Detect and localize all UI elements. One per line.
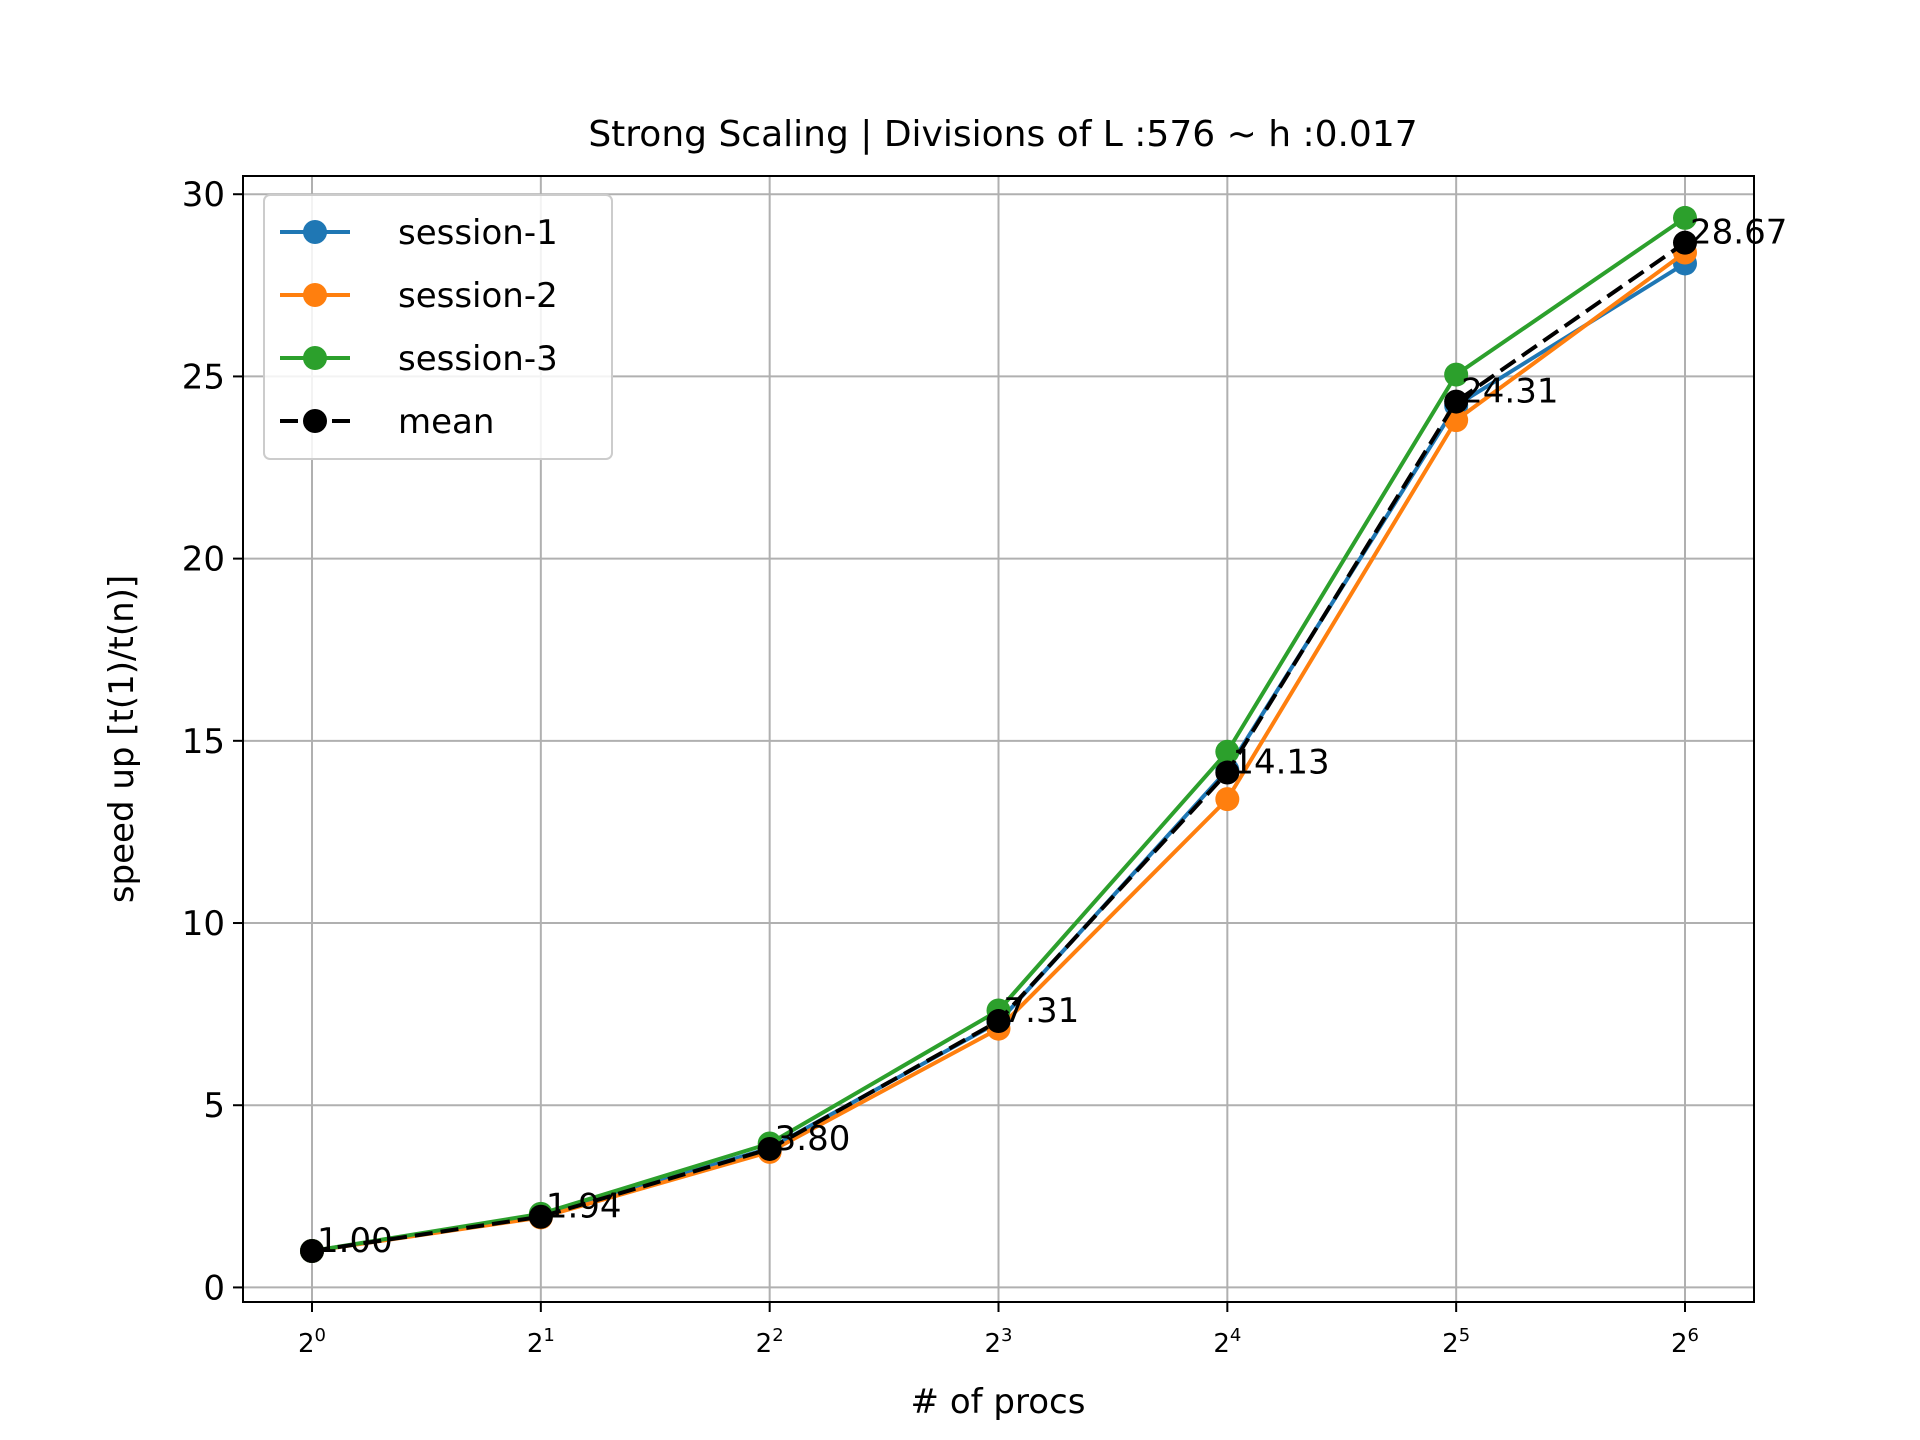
x-tick-label-base: 2	[1671, 1329, 1688, 1359]
x-tick-label-exponent: 2	[772, 1325, 783, 1346]
x-tick-label-base: 2	[527, 1329, 544, 1359]
x-axis-label: # of procs	[911, 1382, 1086, 1422]
data-label-6: 28.67	[1690, 213, 1787, 253]
x-tick-label-1: 21	[527, 1325, 555, 1359]
series-mean	[300, 230, 1697, 1263]
y-axis-ticks: 0 5 10 15 20 25 30	[182, 175, 243, 1308]
legend-marker-session-1	[303, 220, 327, 244]
series-point-mean-4	[1215, 760, 1240, 785]
x-tick-label-exponent: 6	[1688, 1325, 1699, 1346]
data-label-3: 7.31	[1004, 991, 1080, 1031]
series-point-mean-0	[300, 1238, 324, 1263]
x-tick-label-0: 20	[298, 1325, 326, 1359]
y-tick-label-2: 10	[182, 904, 225, 944]
legend-marker-mean	[303, 409, 327, 433]
data-label-4: 14.13	[1232, 743, 1329, 783]
legend-label-mean: mean	[398, 402, 494, 442]
legend: session-1 session-2 session-3 mean	[263, 194, 613, 460]
data-label-0: 1.00	[317, 1221, 393, 1261]
series-lines	[300, 205, 1697, 1263]
series-point-mean-6	[1673, 230, 1697, 255]
legend-frame	[263, 194, 613, 460]
y-axis-label: speed up [t(1)/t(n)]	[102, 575, 142, 903]
series-point-mean-2	[757, 1136, 782, 1161]
series-point-mean-1	[528, 1204, 553, 1229]
x-tick-label-exponent: 4	[1230, 1325, 1241, 1346]
y-tick-label-0: 0	[203, 1268, 225, 1308]
series-point-mean-3	[986, 1009, 1011, 1034]
series-point-session-3-6	[1673, 205, 1697, 230]
x-tick-label-5: 25	[1442, 1325, 1470, 1359]
legend-label-session-1: session-1	[398, 213, 558, 253]
series-point-session-3-4	[1215, 739, 1240, 764]
y-tick-label-3: 15	[182, 722, 225, 762]
data-label-1: 1.94	[546, 1187, 622, 1227]
data-label-2: 3.80	[775, 1119, 851, 1159]
y-tick-label-1: 5	[203, 1086, 225, 1126]
x-tick-label-base: 2	[1442, 1329, 1459, 1359]
x-tick-label-6: 26	[1671, 1325, 1699, 1359]
y-tick-label-5: 25	[182, 357, 225, 397]
y-tick-label-6: 30	[182, 175, 225, 215]
series-point-session-3-5	[1444, 362, 1469, 387]
data-annotations: 1.00 1.94 3.80 7.31 14.13 24.31 28.67	[317, 213, 1787, 1261]
series-point-session-2-4	[1215, 787, 1240, 812]
grid	[243, 176, 1754, 1302]
data-label-5: 24.31	[1461, 372, 1558, 412]
legend-label-session-2: session-2	[398, 276, 558, 316]
y-tick-label-4: 20	[182, 540, 225, 580]
x-tick-label-base: 2	[756, 1329, 773, 1359]
x-tick-label-exponent: 0	[315, 1325, 326, 1346]
x-tick-label-base: 2	[985, 1329, 1002, 1359]
series-point-mean-5	[1444, 389, 1469, 414]
legend-label-session-3: session-3	[398, 339, 558, 379]
x-tick-label-exponent: 5	[1459, 1325, 1470, 1346]
x-tick-label-base: 2	[298, 1329, 315, 1359]
x-tick-label-exponent: 1	[543, 1325, 554, 1346]
x-tick-label-4: 24	[1213, 1325, 1241, 1359]
chart-title: Strong Scaling | Divisions of L :576 ~ h…	[588, 114, 1417, 155]
legend-marker-session-2	[303, 283, 327, 307]
x-tick-label-exponent: 3	[1001, 1325, 1012, 1346]
x-tick-label-2: 22	[756, 1325, 784, 1359]
x-tick-label-base: 2	[1213, 1329, 1230, 1359]
x-tick-label-3: 23	[985, 1325, 1013, 1359]
x-axis-ticks: 20 21 22 23 24 25 26	[298, 1302, 1699, 1359]
legend-marker-session-3	[303, 346, 327, 370]
